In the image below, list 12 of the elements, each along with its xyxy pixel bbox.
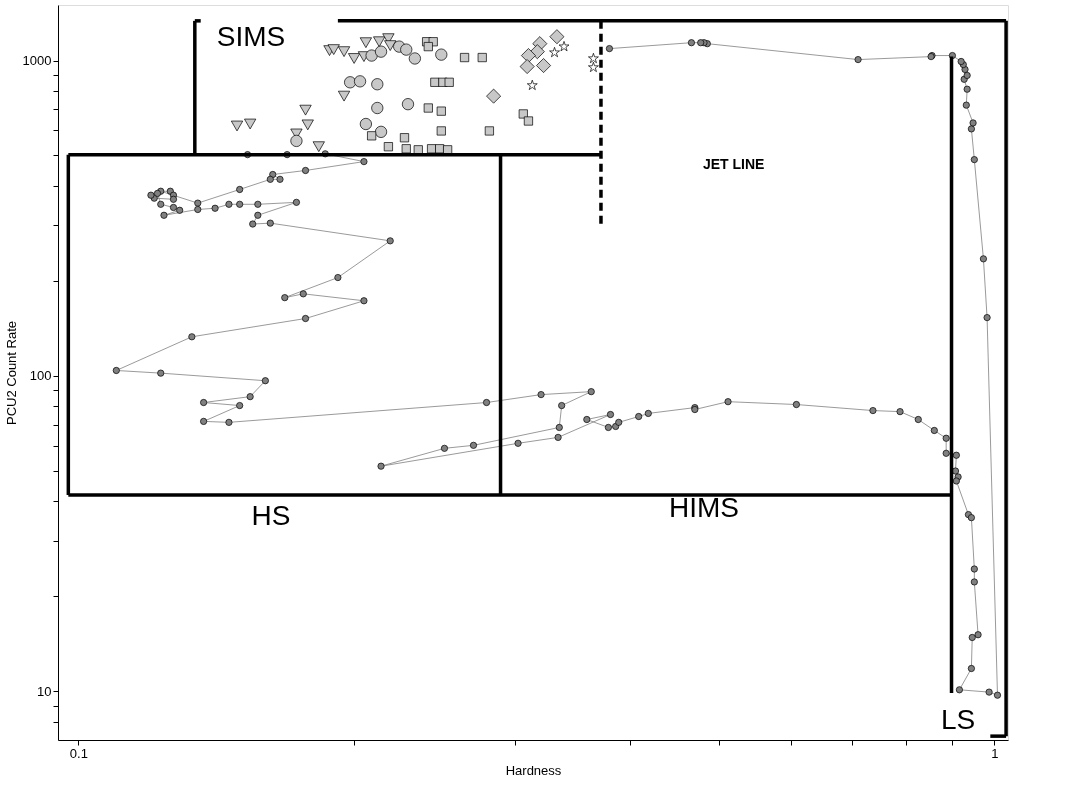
y-tick-label: 1000 — [22, 53, 52, 69]
x-tick-label: 0.1 — [69, 745, 88, 761]
y-tick-label: 10 — [37, 683, 52, 699]
annotation: HIMS — [669, 492, 739, 523]
annotation: LS — [940, 704, 976, 735]
x-axis-title: Hardness — [505, 762, 562, 778]
annotation: HS — [251, 500, 291, 531]
annotation: JET LINE — [703, 156, 765, 172]
y-axis-title: PCU2 Count Rate — [3, 320, 19, 426]
y-tick-label: 100 — [29, 368, 52, 384]
x-tick-label: 1 — [991, 745, 999, 761]
annotation: SIMS — [216, 21, 286, 52]
